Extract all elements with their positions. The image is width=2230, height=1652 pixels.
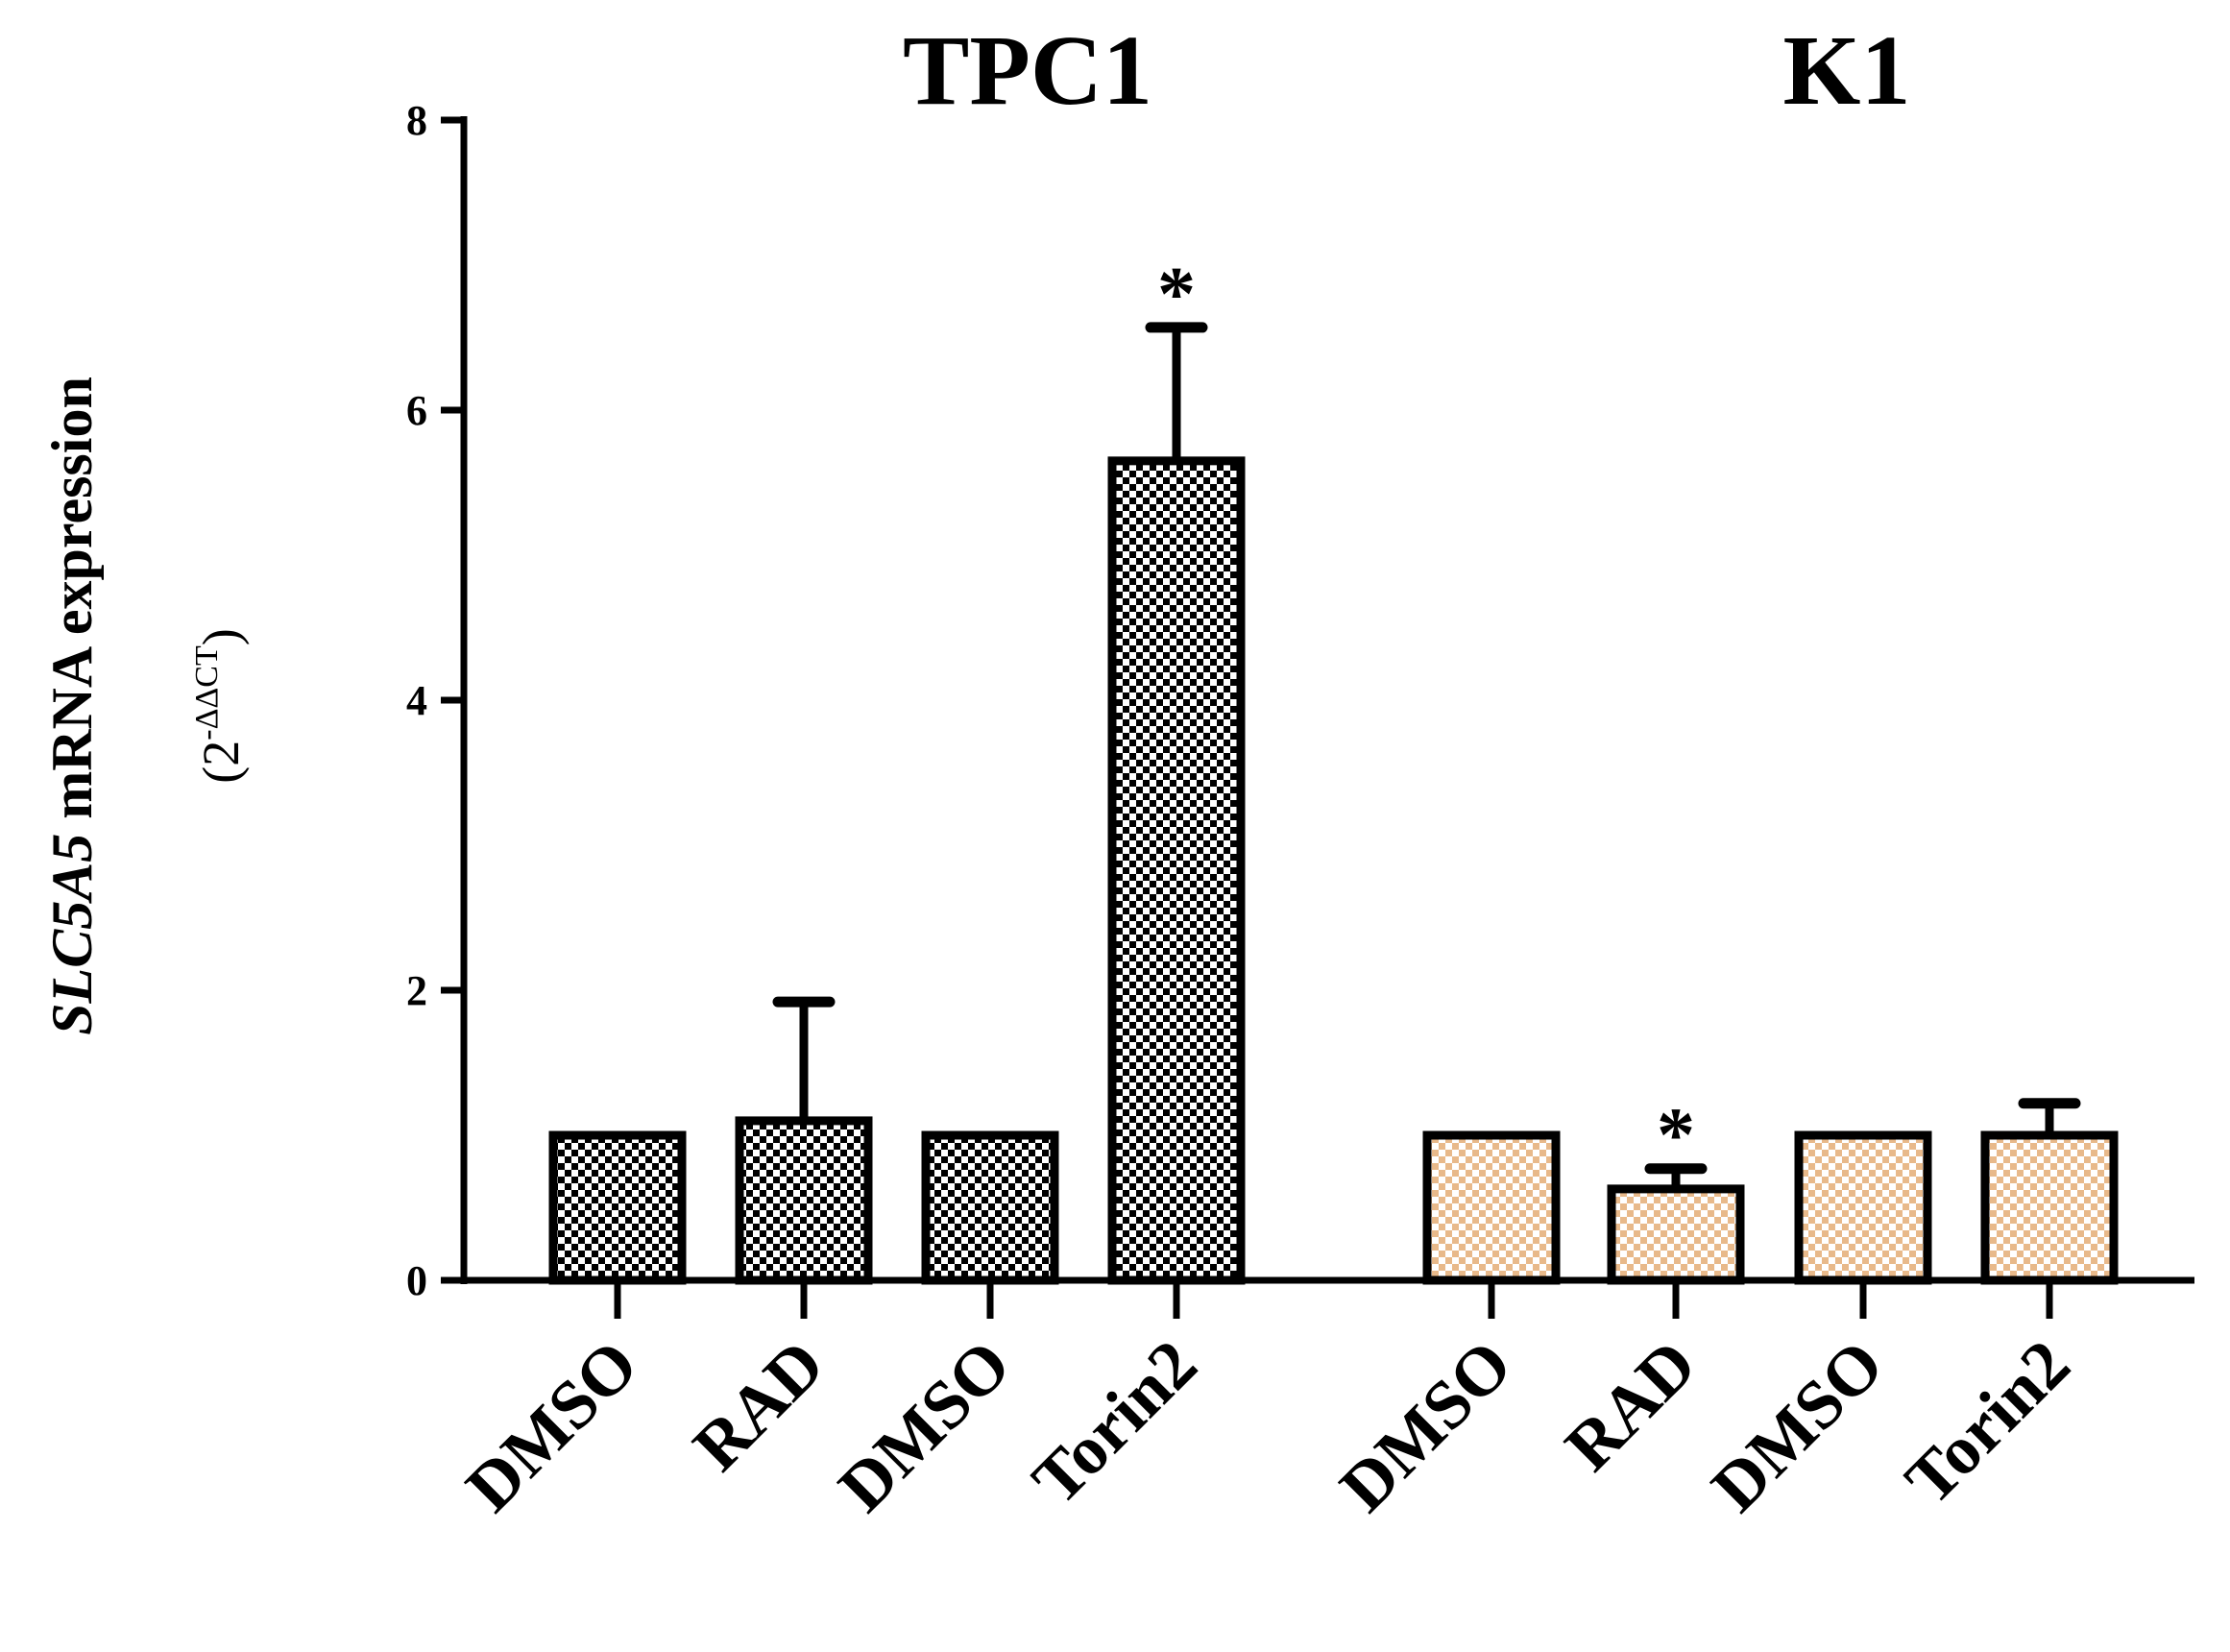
y-tick-label: 6 (406, 387, 427, 434)
bar (1422, 1130, 1561, 1285)
y-tick-label: 0 (406, 1257, 427, 1304)
y-axis-unit: (2-ΔΔCT) (189, 628, 250, 783)
y-axis: 0 2 4 6 8 (406, 97, 468, 1304)
y-axis-unit-open: (2 (192, 741, 250, 784)
bar (548, 1130, 687, 1285)
bar (1607, 1184, 1745, 1285)
group-title: TPC1 (903, 15, 1152, 126)
bar (1794, 1130, 1932, 1285)
x-tick-label: Torin2 (1017, 1325, 1211, 1519)
bar (1107, 456, 1246, 1285)
y-tick-label: 8 (406, 97, 427, 144)
y-axis-unit-sup: -ΔΔCT (189, 645, 225, 741)
y-tick-label: 4 (406, 677, 427, 724)
x-tick-label: DMSO (451, 1325, 652, 1526)
bar (735, 1116, 873, 1285)
y-axis-label: SLC5A5 mRNA expression (40, 377, 104, 1035)
x-tick-label: DMSO (824, 1325, 1025, 1526)
svg-text:SLC5A5 mRNA expression: SLC5A5 mRNA expression (40, 377, 104, 1035)
x-tick-label: RAD (1550, 1325, 1710, 1486)
x-axis (460, 1276, 2194, 1319)
group-titles: TPC1 K1 (903, 15, 1910, 126)
y-tick-label: 2 (406, 967, 427, 1014)
x-tick-label: DMSO (1325, 1325, 1526, 1526)
svg-text:(2-ΔΔCT): (2-ΔΔCT) (189, 628, 250, 783)
group-title: K1 (1783, 15, 1911, 126)
x-tick-label: Torin2 (1890, 1325, 2084, 1519)
y-axis-unit-close: ) (192, 628, 250, 645)
y-axis-label-gene: SLC5A5 (40, 834, 104, 1035)
bars: ** (548, 253, 2119, 1285)
y-axis-label-text: mRNA expression (40, 377, 104, 834)
bar (1980, 1130, 2119, 1285)
significance-marker: * (1657, 1094, 1695, 1178)
significance-marker: * (1157, 253, 1196, 337)
bar (921, 1130, 1059, 1285)
x-tick-label: DMSO (1697, 1325, 1898, 1526)
x-tick-label: RAD (678, 1325, 838, 1486)
